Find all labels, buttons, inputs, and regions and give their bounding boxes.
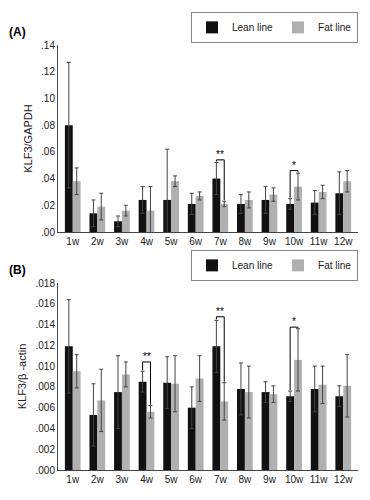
- svg-text:(A): (A): [9, 25, 26, 39]
- svg-text:.006: .006: [36, 402, 56, 413]
- svg-text:.014: .014: [36, 319, 56, 330]
- svg-text:7w: 7w: [214, 474, 228, 485]
- svg-text:.00: .00: [41, 227, 55, 238]
- svg-text:1w: 1w: [66, 474, 80, 485]
- svg-text:8w: 8w: [238, 474, 252, 485]
- svg-text:10w: 10w: [285, 236, 304, 247]
- svg-text:.000: .000: [36, 465, 56, 476]
- svg-text:5w: 5w: [165, 236, 179, 247]
- svg-text:1w: 1w: [66, 236, 80, 247]
- svg-text:4w: 4w: [140, 236, 154, 247]
- svg-text:Lean line: Lean line: [232, 260, 273, 271]
- svg-text:.06: .06: [41, 146, 55, 157]
- svg-text:.008: .008: [36, 381, 56, 392]
- svg-text:12w: 12w: [334, 236, 353, 247]
- svg-text:8w: 8w: [238, 236, 252, 247]
- svg-text:11w: 11w: [310, 474, 328, 485]
- svg-text:**: **: [216, 149, 224, 160]
- svg-text:(B): (B): [9, 263, 26, 277]
- svg-text:.08: .08: [41, 120, 55, 131]
- svg-text:.002: .002: [36, 444, 56, 455]
- svg-text:5w: 5w: [165, 474, 179, 485]
- svg-text:**: **: [143, 351, 151, 362]
- svg-text:KLF3/GAPDH: KLF3/GAPDH: [22, 104, 34, 173]
- svg-text:9w: 9w: [263, 236, 277, 247]
- svg-text:11w: 11w: [310, 236, 328, 247]
- svg-text:Lean line: Lean line: [232, 22, 273, 33]
- svg-text:.010: .010: [36, 361, 56, 372]
- svg-text:10w: 10w: [285, 474, 304, 485]
- svg-text:*: *: [292, 160, 296, 171]
- svg-text:KLF3/β -actin: KLF3/β -actin: [16, 344, 28, 410]
- svg-text:12w: 12w: [334, 474, 353, 485]
- svg-text:3w: 3w: [116, 236, 130, 247]
- svg-text:**: **: [216, 306, 224, 317]
- svg-text:.004: .004: [36, 423, 56, 434]
- svg-text:.018: .018: [36, 278, 56, 289]
- svg-text:7w: 7w: [214, 236, 228, 247]
- svg-text:.04: .04: [41, 173, 55, 184]
- svg-text:4w: 4w: [140, 474, 154, 485]
- svg-text:2w: 2w: [91, 236, 105, 247]
- svg-text:.02: .02: [41, 200, 55, 211]
- svg-text:.12: .12: [41, 66, 55, 77]
- svg-text:Fat line: Fat line: [318, 22, 351, 33]
- svg-text:6w: 6w: [189, 236, 203, 247]
- svg-text:*: *: [292, 316, 296, 327]
- svg-text:.10: .10: [41, 93, 55, 104]
- svg-text:Fat line: Fat line: [318, 260, 351, 271]
- svg-text:3w: 3w: [116, 474, 130, 485]
- svg-text:2w: 2w: [91, 474, 105, 485]
- svg-text:.016: .016: [36, 298, 56, 309]
- svg-text:.012: .012: [36, 340, 56, 351]
- svg-text:.14: .14: [41, 40, 55, 51]
- svg-text:6w: 6w: [189, 474, 203, 485]
- svg-text:9w: 9w: [263, 474, 277, 485]
